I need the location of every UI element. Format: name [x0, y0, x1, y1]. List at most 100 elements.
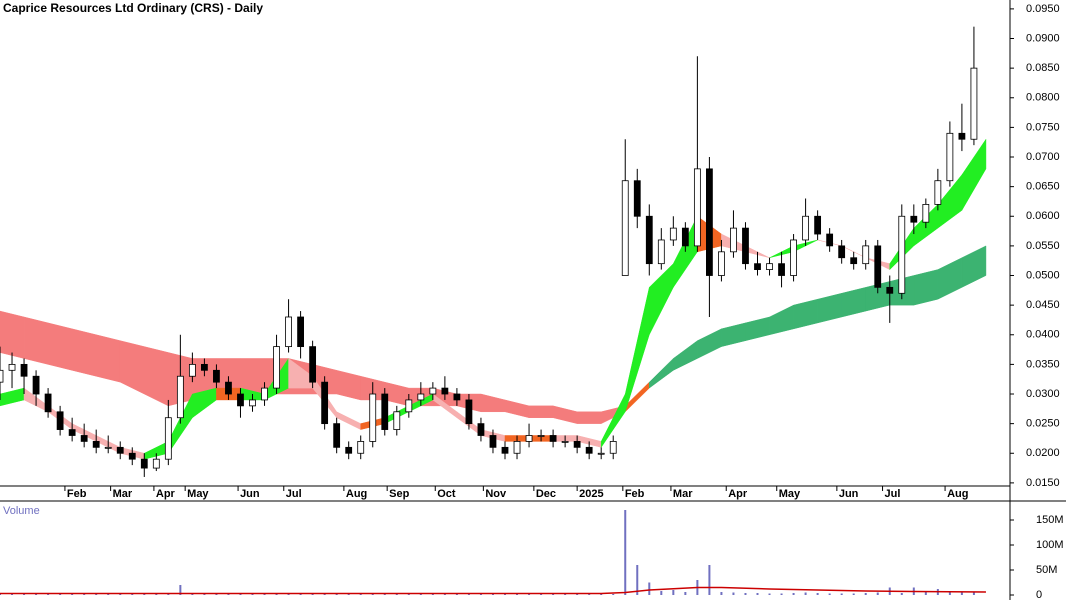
candle-body: [249, 399, 256, 407]
x-tick-label: Oct: [437, 488, 456, 500]
volume-bar: [672, 590, 675, 595]
volume-bar: [732, 592, 735, 595]
y-tick-label: 0.0400: [1026, 329, 1060, 341]
y-tick-label: 0.0600: [1026, 210, 1060, 222]
candle-body: [790, 239, 797, 276]
ribbon-segment: [95, 334, 121, 383]
candle-body: [237, 393, 244, 407]
y-tick-label: 0.0450: [1026, 299, 1060, 311]
volume-bar: [59, 594, 62, 595]
x-tick-label: May: [187, 488, 209, 500]
volume-bar: [948, 592, 951, 595]
candle-body: [561, 441, 569, 443]
candle-body: [742, 227, 749, 265]
volume-tick-label: 100M: [1036, 539, 1064, 551]
candle-body: [633, 180, 641, 217]
candle-body: [152, 458, 160, 469]
candle-body: [92, 441, 100, 448]
x-tick-label: Dec: [536, 488, 556, 500]
candle-body: [525, 435, 533, 442]
y-tick-label: 0.0750: [1026, 121, 1060, 133]
candle-body: [489, 435, 497, 448]
candle-body: [80, 435, 88, 442]
volume-bar: [792, 593, 795, 595]
volume-bar: [347, 594, 350, 595]
volume-bar: [107, 594, 110, 595]
ribbon-segment: [961, 138, 987, 212]
candle-body: [441, 387, 449, 395]
y-tick-label: 0.0850: [1026, 62, 1060, 74]
volume-average: [0, 586, 986, 595]
x-tick-label: May: [779, 488, 801, 500]
volume-bar: [756, 593, 759, 595]
volume-bar: [119, 594, 122, 595]
candle-body: [32, 375, 40, 395]
volume-bar: [395, 594, 398, 595]
candle-body: [850, 257, 858, 265]
volume-tick-label: 50M: [1036, 564, 1057, 576]
x-tick-label: Aug: [947, 488, 968, 500]
volume-bar: [479, 594, 482, 595]
volume-bar: [407, 594, 410, 595]
candle-body: [285, 316, 292, 348]
volume-bar: [443, 594, 446, 595]
volume-bar: [155, 594, 158, 595]
x-tick-label: Feb: [67, 488, 87, 500]
candle-body: [922, 204, 930, 223]
y-tick-label: 0.0950: [1026, 3, 1060, 15]
candle-body: [393, 411, 401, 430]
volume-bar: [179, 585, 182, 595]
candle-body: [946, 132, 954, 182]
volume-bar: [684, 592, 687, 595]
ribbon-segment: [913, 269, 939, 306]
candle-body: [874, 245, 882, 288]
volume-bar: [804, 592, 807, 595]
candle-body: [838, 245, 846, 259]
candle-body: [669, 227, 677, 241]
candle-body: [0, 369, 4, 383]
volume-bar: [540, 594, 543, 595]
volume-bar: [71, 594, 74, 595]
candle-body: [814, 215, 822, 235]
candle-body: [826, 233, 834, 247]
volume-bar: [516, 594, 519, 595]
volume-bar: [11, 594, 14, 595]
candle-body: [225, 381, 232, 395]
candle-body: [429, 387, 437, 395]
volume-bar: [624, 510, 627, 595]
volume-bar: [35, 594, 38, 595]
ribbon-segment: [961, 245, 987, 288]
volume-bar: [852, 593, 855, 595]
candle-body: [657, 239, 665, 265]
volume-bar: [23, 594, 26, 595]
candle-body: [609, 441, 617, 454]
volume-bar: [708, 565, 711, 595]
y-tick-label: 0.0250: [1026, 418, 1060, 430]
volume-bar: [455, 594, 458, 595]
x-tick-label: Apr: [728, 488, 748, 500]
volume-bar: [359, 594, 362, 595]
volume-bar: [203, 594, 206, 595]
volume-bar: [491, 594, 494, 595]
candle-body: [357, 441, 365, 454]
volume-bar: [864, 593, 867, 595]
candle-body: [297, 316, 304, 348]
volume-bar: [552, 594, 555, 595]
candle-body: [44, 393, 52, 413]
volume-bar: [431, 594, 434, 595]
candle-body: [730, 227, 737, 253]
volume-bar: [768, 593, 771, 595]
candle-body: [309, 346, 317, 383]
volume-bar: [299, 594, 302, 595]
volume-bar: [47, 594, 50, 595]
candle-body: [681, 227, 689, 247]
candle-body: [718, 251, 725, 276]
y-tick-label: 0.0350: [1026, 358, 1060, 370]
volume-bar: [528, 594, 531, 595]
candle-body: [597, 452, 605, 455]
volume-bar: [816, 593, 819, 595]
volume-bar: [467, 594, 470, 595]
volume-bar: [239, 594, 242, 595]
candle-body: [213, 369, 220, 383]
